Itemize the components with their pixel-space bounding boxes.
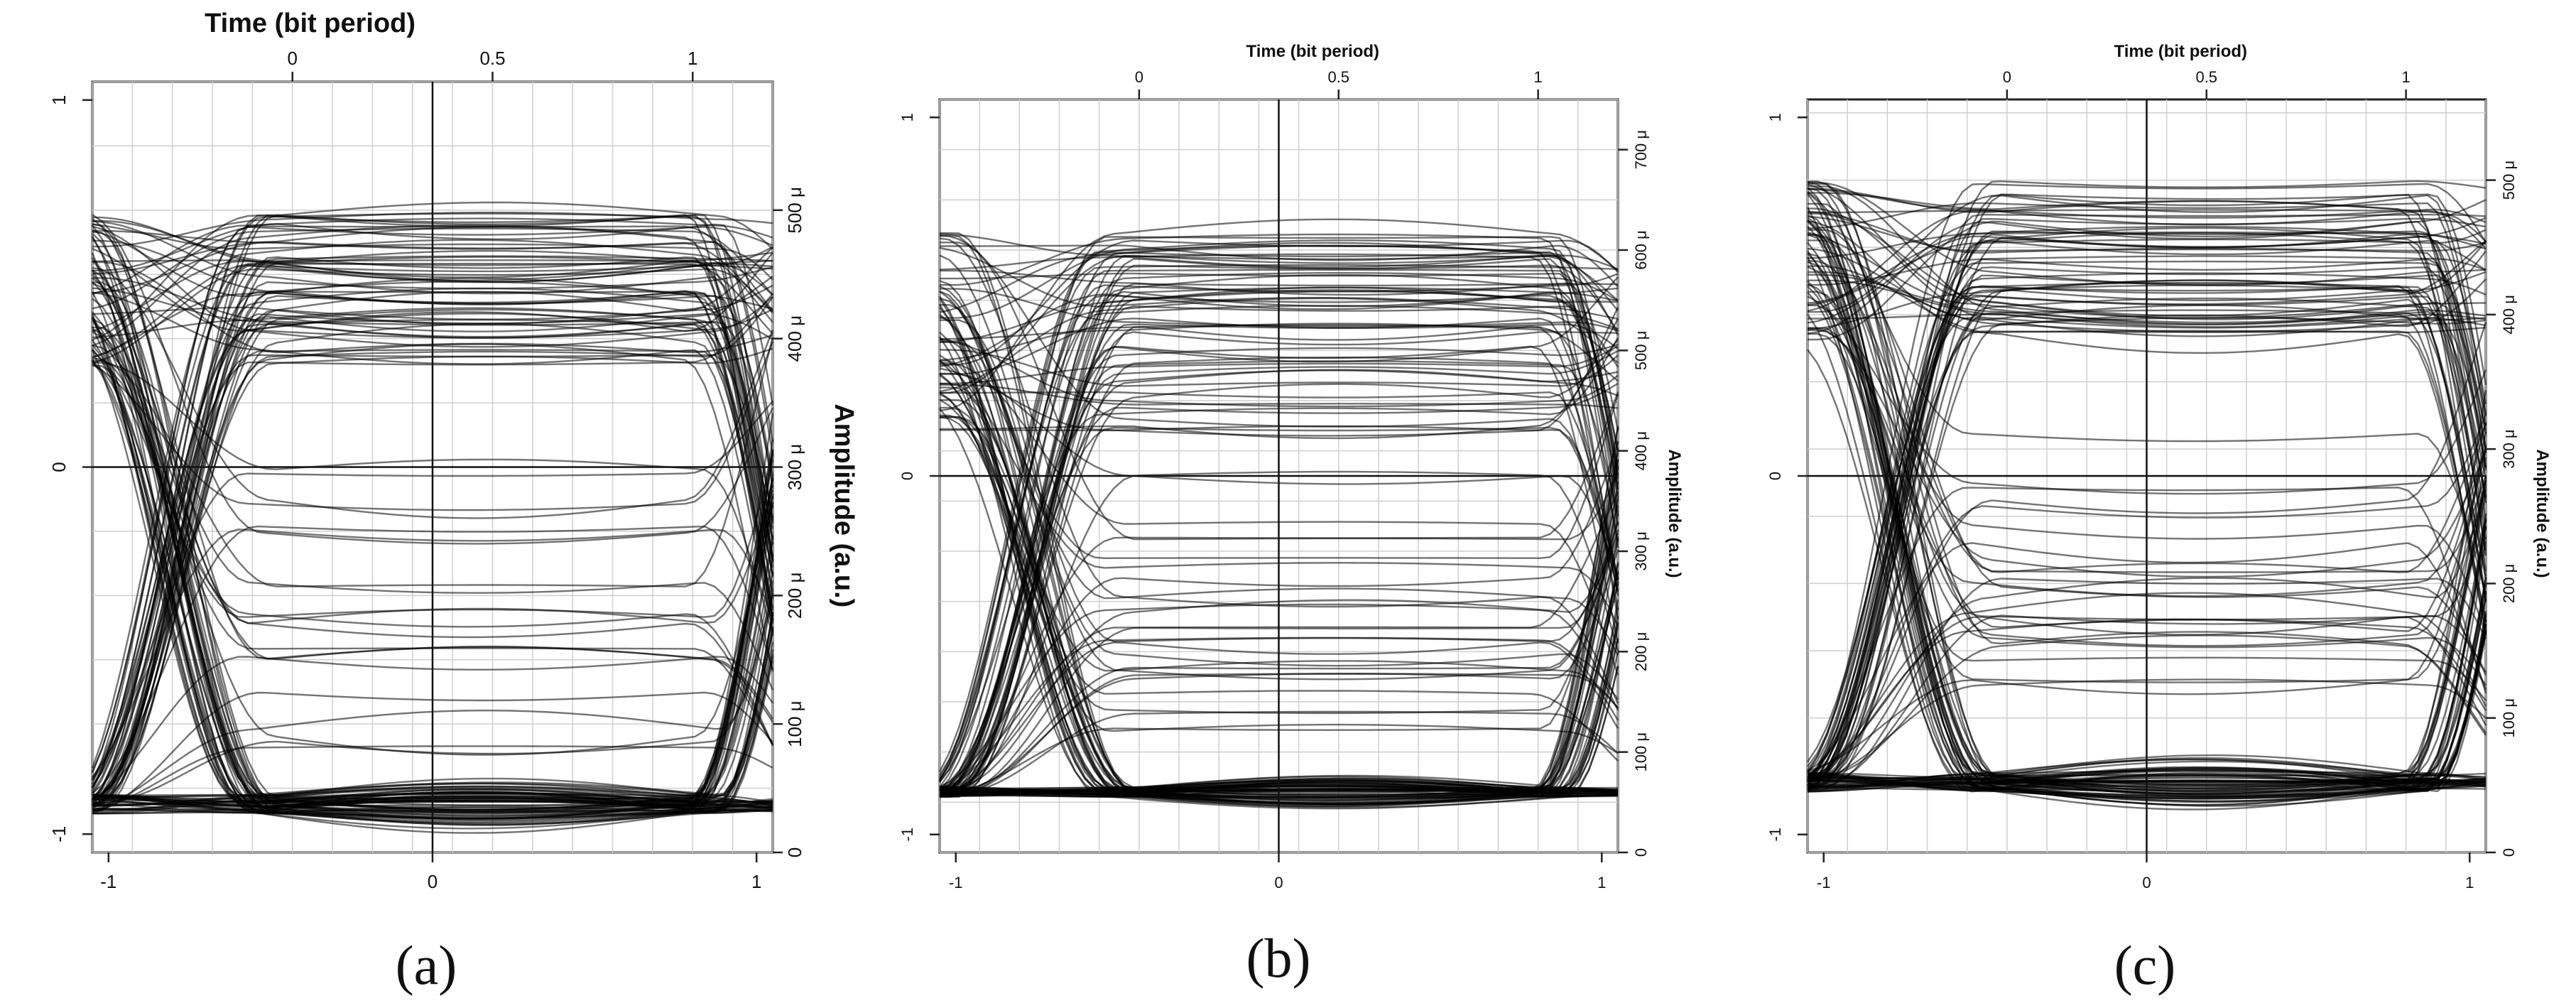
tick-label-left: 0: [48, 462, 70, 472]
tick-label-top: 0: [288, 48, 298, 69]
ticks: 0 0.5 1 -1 0 1 1 0 -1 0 100 μ 200 μ 300 μ 400 μ 500 μ: [48, 48, 805, 892]
tick-label-bottom: -1: [1817, 874, 1831, 892]
tick-label-bottom: -1: [100, 871, 116, 892]
ticks: 0 0.5 1 -1 0 1 1 0 -1 0 100 μ 200 μ 300 μ 400 μ 500 μ: [1766, 68, 2518, 892]
tick-label-right: 0: [784, 847, 805, 857]
tick-label-bottom: 1: [751, 871, 761, 892]
tick-label-top: 0: [1135, 68, 1143, 86]
tick-label-bottom: 1: [1597, 874, 1606, 892]
tick-label-right: 0: [1632, 848, 1650, 857]
tick-label-top: 0: [2003, 68, 2011, 86]
tick-label-right: 100 μ: [784, 700, 805, 747]
tick-label-right: 700 μ: [1632, 130, 1650, 170]
tick-label-right: 600 μ: [1632, 230, 1650, 270]
x-top-axis-title: Time (bit period): [2114, 42, 2247, 61]
x-top-axis-title: Time (bit period): [1246, 42, 1379, 61]
tick-label-left: -1: [48, 826, 70, 842]
tick-label-right: 300 μ: [784, 444, 805, 491]
tick-label-right: 400 μ: [2500, 295, 2518, 335]
tick-label-right: 500 μ: [784, 187, 805, 234]
tick-label-left: 0: [1766, 472, 1784, 480]
tick-label-bottom: -1: [949, 874, 963, 892]
panel-label: (c): [2114, 934, 2176, 996]
tick-label-top: 1: [688, 48, 697, 69]
tick-label-right: 200 μ: [784, 573, 805, 619]
tick-label-left: -1: [898, 828, 916, 842]
tick-label-right: 400 μ: [1632, 431, 1650, 471]
tick-label-right: 500 μ: [2500, 161, 2518, 200]
tick-label-bottom: 0: [2142, 874, 2151, 892]
tick-label-right: 200 μ: [2500, 564, 2518, 604]
tick-label-right: 500 μ: [1632, 331, 1650, 371]
panel-label: (b): [1246, 927, 1311, 989]
tick-label-left: 0: [898, 472, 916, 480]
ticks: 0 0.5 1 -1 0 1 1 0 -1 0 100 μ 200 μ 300 μ 400 μ 500 μ 6…: [898, 68, 1650, 892]
tick-label-left: 1: [898, 113, 916, 121]
tick-label-right: 400 μ: [784, 315, 805, 362]
tick-label-left: 1: [1766, 113, 1784, 121]
tick-label-left: -1: [1766, 828, 1784, 842]
tick-label-top: 1: [1534, 68, 1543, 86]
y-right-axis-title: Amplitude (a.u.): [1665, 449, 1684, 578]
tick-label-right: 200 μ: [1632, 632, 1650, 672]
tick-label-left: 1: [48, 95, 70, 105]
y-right-axis-title: Amplitude (a.u.): [2533, 449, 2552, 578]
tick-label-top: 0.5: [1327, 68, 1349, 86]
tick-label-right: 100 μ: [1632, 732, 1650, 772]
tick-label-top: 1: [2402, 68, 2411, 86]
tick-label-bottom: 0: [428, 871, 438, 892]
tick-label-bottom: 0: [1274, 874, 1283, 892]
tick-label-top: 0.5: [479, 48, 505, 69]
panel-label: (a): [396, 934, 457, 996]
y-right-axis-title: Amplitude (a.u.): [829, 403, 859, 607]
tick-label-right: 300 μ: [2500, 429, 2518, 469]
tick-label-right: 0: [2500, 848, 2518, 857]
tick-label-top: 0.5: [2195, 68, 2217, 86]
tick-label-right: 100 μ: [2500, 698, 2518, 738]
panel-b: 0 0.5 1 -1 0 1 1 0 -1 0 100 μ 200 μ 300 μ 400 μ 500 μ 6…: [898, 42, 1684, 989]
tick-label-right: 300 μ: [1632, 531, 1650, 571]
tick-label-bottom: 1: [2465, 874, 2474, 892]
x-top-axis-title: Time (bit period): [205, 9, 415, 38]
